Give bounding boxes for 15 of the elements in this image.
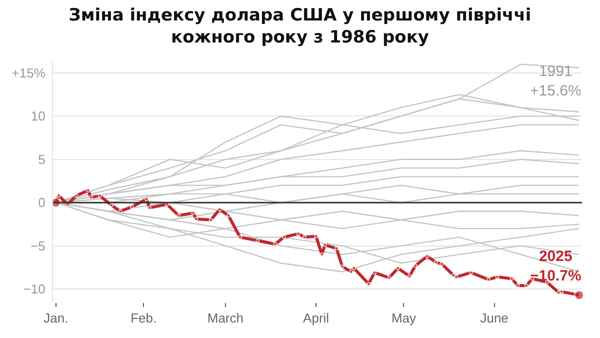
- y-tick-label: 5: [38, 152, 46, 167]
- y-tick-label: +15%: [12, 66, 46, 81]
- y-tick-label: 0: [38, 195, 46, 210]
- x-tick-label: March: [207, 310, 244, 326]
- x-tick-label: Jan.: [44, 310, 68, 326]
- x-tick-label: Feb.: [130, 310, 157, 326]
- y-tick-label: −10: [23, 282, 46, 297]
- x-tick-label: June: [480, 310, 508, 326]
- chart-title: Зміна індексу долара США у першому півріччі кожного року з 1986 року: [68, 5, 532, 48]
- annotation: 1991 +15.6%: [530, 63, 582, 100]
- x-tick-label: April: [303, 310, 330, 326]
- y-tick-label: 10: [30, 108, 46, 124]
- annotation: 2025 −10.7%: [530, 248, 582, 284]
- y-tick-label: −5: [30, 238, 46, 254]
- x-tick-label: May: [391, 310, 416, 326]
